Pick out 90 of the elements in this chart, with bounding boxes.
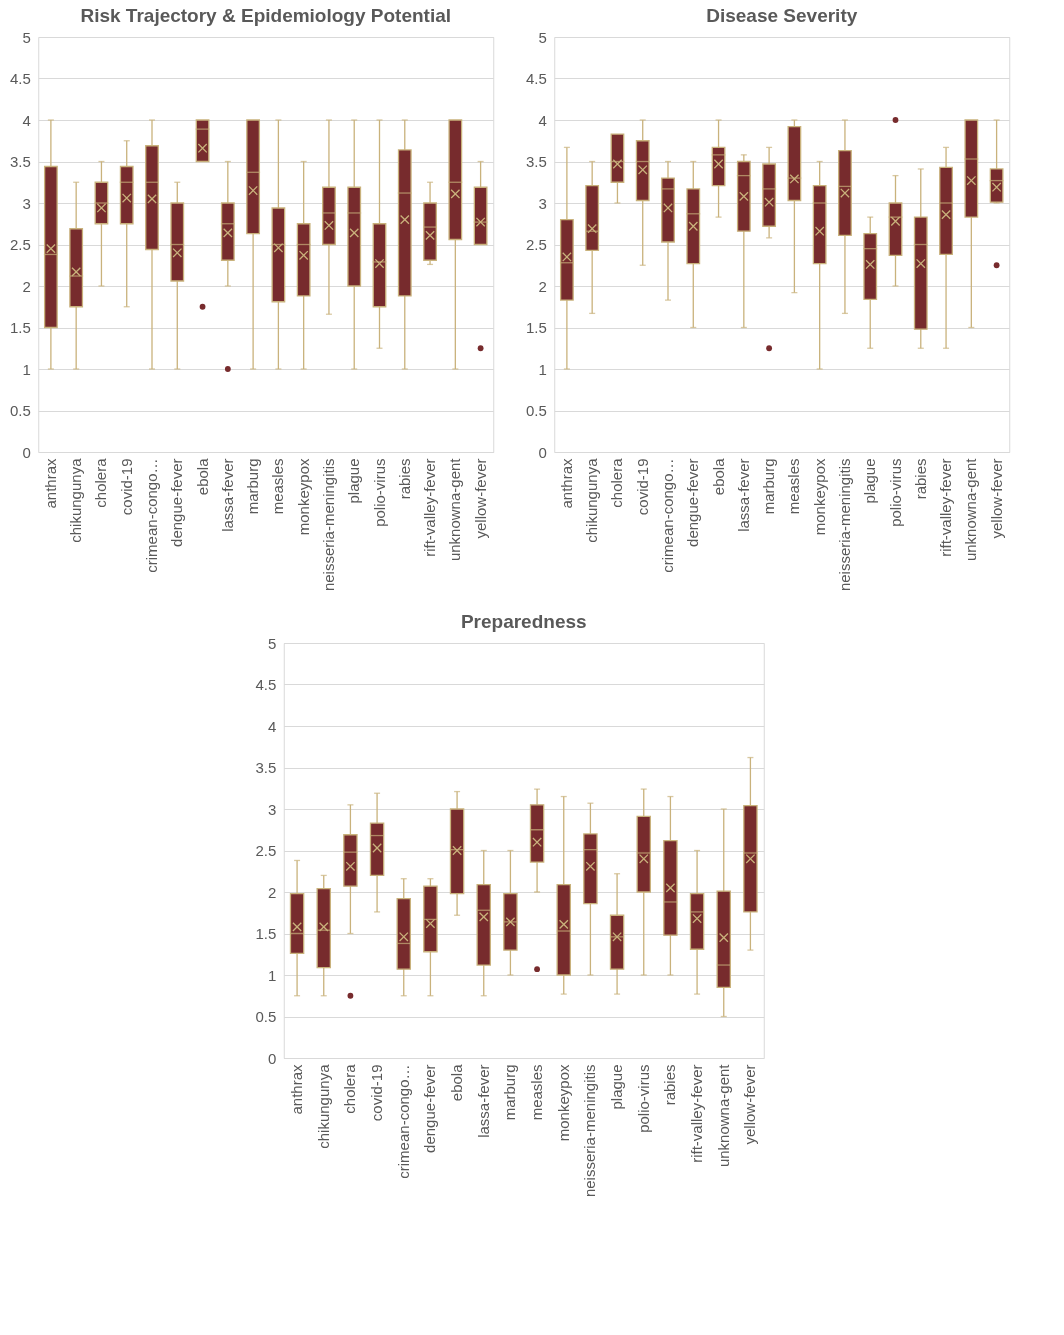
x-tick-label: dengue-fever: [421, 1064, 439, 1153]
y-tick-label: 4: [267, 717, 277, 735]
y-tick-label: 3: [538, 194, 547, 212]
x-tick-label: dengue-fever: [168, 458, 186, 547]
y-tick-label: 4: [538, 111, 547, 129]
y-tick-label: 2: [538, 277, 547, 295]
x-tick-label: polio-virus: [370, 458, 388, 527]
x-tick-label: neisseria-meningitis: [319, 458, 337, 592]
y-tick-label: 3.5: [525, 153, 547, 170]
x-tick-label: polio-virus: [634, 1064, 652, 1133]
x-tick-label: lassa-fever: [474, 1064, 492, 1138]
x-tick-label: chikungunya: [67, 457, 85, 543]
x-tick-label: anthrax: [41, 458, 59, 509]
y-tick-label: 1.5: [255, 925, 277, 942]
x-tick-label: cholera: [341, 1063, 359, 1114]
y-tick-label: 2.5: [9, 236, 31, 253]
y-tick-label: 1: [267, 966, 277, 984]
x-tick-label: anthrax: [557, 458, 575, 509]
x-tick-label: monkeypox: [554, 1064, 572, 1142]
x-tick-label: cholera: [608, 457, 626, 508]
y-tick-label: 1.5: [525, 319, 547, 336]
x-tick-label: covid-19: [633, 458, 651, 516]
x-tick-label: cholera: [92, 457, 110, 508]
y-tick-label: 1: [538, 360, 547, 378]
y-tick-label: 0: [538, 443, 547, 461]
x-tick-label: plague: [345, 458, 363, 504]
y-tick-label: 0.5: [255, 1008, 277, 1025]
x-tick-label: dengue-fever: [684, 458, 702, 547]
y-tick-label: 0: [22, 443, 31, 461]
y-tick-label: 0.5: [9, 402, 31, 419]
y-tick-label: 5: [538, 28, 547, 46]
y-tick-label: 0.5: [525, 402, 547, 419]
y-tick-label: 2.5: [525, 236, 547, 253]
y-tick-label: 5: [22, 28, 31, 46]
y-tick-label: 0: [267, 1049, 277, 1067]
x-tick-label: plague: [608, 1064, 626, 1110]
y-tick-label: 2: [22, 277, 31, 295]
x-tick-label: covid-19: [368, 1064, 386, 1122]
x-tick-label: crimean-congo…: [394, 1064, 412, 1179]
x-tick-label: measles: [785, 458, 803, 515]
x-tick-label: neisseria-meningitis: [835, 458, 853, 592]
y-tick-label: 1.5: [9, 319, 31, 336]
y-tick-label: 3: [267, 800, 277, 818]
x-tick-label: unknowna-gent: [446, 457, 464, 562]
x-tick-label: crimean-congo…: [143, 458, 160, 573]
x-tick-label: unknowna-gent: [714, 1063, 732, 1168]
x-tick-label: plague: [861, 458, 879, 504]
x-tick-label: marburg: [244, 458, 262, 515]
x-tick-label: lassa-fever: [734, 458, 752, 532]
x-tick-label: ebola: [709, 457, 727, 496]
x-tick-label: rabies: [395, 458, 413, 500]
x-tick-label: chikungunya: [314, 1063, 332, 1149]
y-tick-label: 5: [267, 634, 277, 652]
chart-title: Disease Severity: [706, 5, 858, 26]
y-tick-label: 3.5: [255, 759, 277, 776]
x-tick-label: ebola: [448, 1063, 466, 1102]
x-tick-label: monkeypox: [294, 458, 312, 536]
x-tick-label: yellow-fever: [987, 458, 1005, 539]
x-tick-label: marburg: [501, 1064, 519, 1121]
x-tick-label: rabies: [661, 1064, 679, 1106]
x-tick-label: rabies: [911, 458, 929, 500]
x-tick-label: lassa-fever: [218, 458, 236, 532]
x-tick-label: rift-valley-fever: [688, 1064, 706, 1163]
x-tick-label: monkeypox: [810, 458, 828, 536]
y-tick-label: 2: [267, 883, 277, 901]
y-tick-label: 4: [22, 111, 31, 129]
x-tick-label: anthrax: [288, 1064, 306, 1115]
x-tick-label: covid-19: [117, 458, 135, 516]
x-tick-label: rift-valley-fever: [421, 458, 439, 557]
y-tick-label: 1: [22, 360, 31, 378]
x-tick-label: unknowna-gent: [962, 457, 980, 562]
x-tick-label: measles: [528, 1064, 546, 1121]
y-tick-label: 4.5: [255, 676, 277, 693]
x-tick-label: yellow-fever: [471, 458, 489, 539]
y-tick-label: 4.5: [9, 70, 31, 87]
x-tick-label: measles: [269, 458, 287, 515]
y-tick-label: 3.5: [9, 153, 31, 170]
x-tick-label: ebola: [193, 457, 211, 496]
y-tick-label: 3: [22, 194, 31, 212]
y-tick-label: 2.5: [255, 842, 277, 859]
chart-title: Preparedness: [460, 611, 587, 632]
x-tick-label: chikungunya: [583, 457, 601, 543]
x-tick-label: rift-valley-fever: [937, 458, 955, 557]
y-tick-label: 4.5: [525, 70, 547, 87]
x-tick-label: neisseria-meningitis: [581, 1064, 599, 1198]
x-tick-label: polio-virus: [886, 458, 904, 527]
x-tick-label: crimean-congo…: [659, 458, 676, 573]
x-tick-label: yellow-fever: [741, 1064, 759, 1145]
x-tick-label: marburg: [760, 458, 778, 515]
chart-title: Risk Trajectory & Epidemiology Potential: [80, 5, 452, 26]
